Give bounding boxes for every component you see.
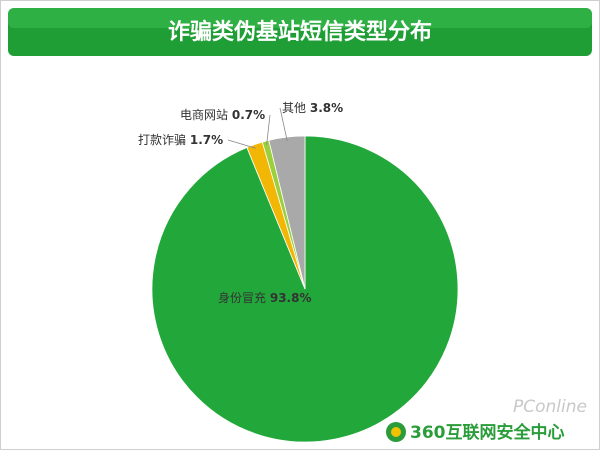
slice-name: 打款诈骗 bbox=[138, 132, 186, 147]
slice-label: 其他 3.8% bbox=[282, 101, 343, 115]
slice-name: 其他 bbox=[282, 101, 306, 115]
leader-line bbox=[266, 114, 271, 146]
slice-value: 0.7% bbox=[232, 108, 265, 122]
footer-logo-inner bbox=[391, 427, 401, 437]
slice-value: 93.8% bbox=[270, 291, 312, 305]
chart-title: 诈骗类伪基站短信类型分布 bbox=[168, 19, 432, 45]
leader-line bbox=[227, 139, 256, 149]
slice-label: 打款诈骗 1.7% bbox=[138, 132, 223, 147]
slice-label: 身份冒充 93.8% bbox=[218, 290, 311, 305]
slice-value: 3.8% bbox=[310, 101, 343, 115]
slice-label: 电商网站 0.7% bbox=[180, 107, 265, 122]
slice-name: 身份冒充 bbox=[218, 290, 266, 305]
footer-text: 360互联网安全中心 bbox=[410, 422, 565, 443]
slice-name: 电商网站 bbox=[180, 107, 228, 122]
title-banner-shine bbox=[8, 8, 592, 28]
watermark: PConline bbox=[513, 397, 587, 417]
slice-value: 1.7% bbox=[190, 133, 223, 147]
leader-line bbox=[279, 107, 288, 142]
